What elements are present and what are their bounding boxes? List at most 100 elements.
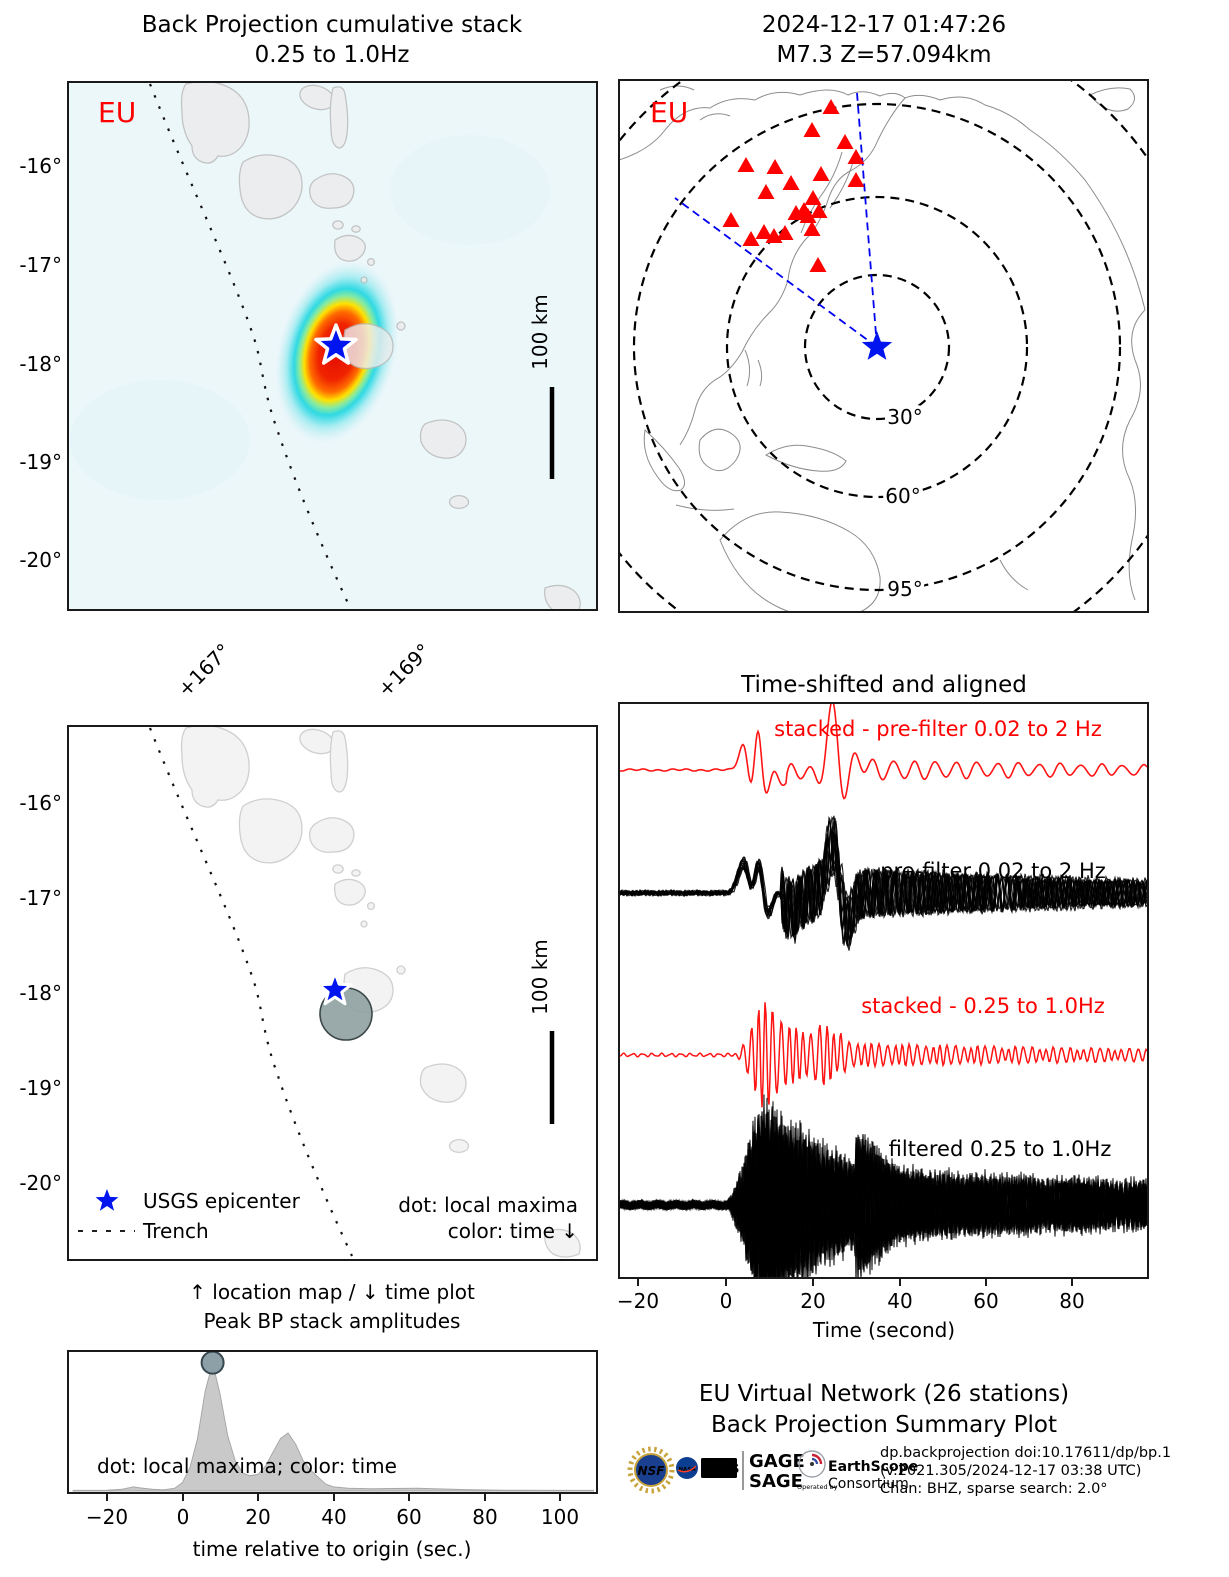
local-maxima-dot <box>200 1352 225 1375</box>
waveform-traces <box>620 704 1147 1277</box>
scale-bar-label: 100 km <box>528 294 552 370</box>
waveform-trace <box>620 704 1147 800</box>
svg-text:NASA: NASA <box>678 1467 696 1473</box>
distance-rings <box>619 80 1148 612</box>
time-tick-label: 60 <box>973 1289 998 1313</box>
lat-tick-label: -18° <box>19 981 62 1005</box>
latitude-tick-labels: -16° -17° -18° -19° -20° <box>19 154 62 572</box>
scale-bar-label: 100 km <box>528 939 552 1015</box>
lat-tick-label: -16° <box>19 791 62 815</box>
time-tick-label: 20 <box>245 1505 270 1529</box>
footer-title-line2: Back Projection Summary Plot <box>711 1412 1057 1438</box>
event-magnitude-depth: M7.3 Z=57.094km <box>777 42 992 68</box>
ring-label-95: 95° <box>887 577 922 601</box>
station-map-panel: 2024-12-17 01:47:26 M7.3 Z=57.094km <box>618 12 1149 613</box>
ring-label-60: 60° <box>885 484 920 508</box>
waveform-panel: Time-shifted and aligned stacked - pre-f… <box>617 672 1149 1342</box>
lat-tick-label: -19° <box>19 450 62 474</box>
time-tick-label: 40 <box>321 1505 346 1529</box>
location-map-panel: 100 km USGS epicenter Trench dot: local … <box>19 725 598 1261</box>
station-triangle-icon <box>804 190 822 205</box>
lat-tick-label: -20° <box>19 548 62 572</box>
label-prefilter: pre-filter 0.02 to 2 Hz <box>880 859 1106 883</box>
station-triangle-icon <box>847 172 865 187</box>
time-tick-label: −20 <box>617 1289 659 1313</box>
amplitude-area <box>72 1362 594 1492</box>
nasa-logo-icon: NASA <box>676 1457 698 1479</box>
gage-logo: GAGE <box>749 1451 805 1472</box>
station-triangle-icon <box>822 99 840 114</box>
time-tick-label: 20 <box>800 1289 825 1313</box>
maxima-note-line2: color: time ↓ <box>448 1219 578 1243</box>
station-triangle-icon <box>812 166 830 181</box>
waveform-trace <box>620 1002 1147 1108</box>
amplitude-curve <box>72 1352 594 1492</box>
consortium-label: Consortium <box>828 1476 909 1492</box>
ring-label-30: 30° <box>887 405 922 429</box>
station-triangle-icon <box>737 157 755 172</box>
amplitude-frame <box>67 1350 598 1494</box>
credit-version: (v.2021.305/2024-12-17 03:38 UTC) <box>880 1463 1141 1479</box>
amplitude-note: dot: local maxima; color: time <box>97 1454 397 1478</box>
waveform-frame <box>618 702 1149 1279</box>
time-tick-label: 100 <box>541 1505 579 1529</box>
background-blotch <box>70 380 250 500</box>
amplitude-axis-ticks: −20 0 20 40 60 80 100 <box>86 1493 579 1529</box>
station-triangle-icon <box>742 231 760 246</box>
station-triangles <box>722 99 865 272</box>
nsf-logo-icon: NSF <box>627 1446 675 1494</box>
time-tick-label: 80 <box>1059 1289 1084 1313</box>
stack-map-panel: Back Projection cumulative stack 0.25 to… <box>19 12 598 702</box>
earthscope-label: EarthScope <box>828 1459 918 1475</box>
epicenter-star-icon <box>314 323 358 365</box>
network-region-label: EU <box>650 96 688 129</box>
waveform-trace <box>620 816 1147 948</box>
station-triangle-icon <box>766 159 784 174</box>
label-stacked-prefilter: stacked - pre-filter 0.02 to 2 Hz <box>774 717 1102 741</box>
svg-text:USGS: USGS <box>703 1462 740 1476</box>
lat-tick-label: -16° <box>19 154 62 178</box>
credit-doi: dp.backprojection doi:10.17611/dp/bp.1 <box>880 1445 1171 1461</box>
station-triangle-icon <box>755 224 773 239</box>
amplitude-title-line1: ↑ location map / ↓ time plot <box>189 1280 475 1304</box>
legend-epicenter-label: USGS epicenter <box>143 1189 301 1213</box>
lat-tick-label: -19° <box>19 1076 62 1100</box>
event-datetime: 2024-12-17 01:47:26 <box>762 12 1006 38</box>
waveform-title: Time-shifted and aligned <box>740 672 1027 698</box>
station-triangle-icon <box>836 134 854 149</box>
lat-tick-label: -17° <box>19 886 62 910</box>
lat-tick-label: -17° <box>19 253 62 277</box>
network-region-label: EU <box>98 96 136 129</box>
station-triangle-icon <box>782 175 800 190</box>
stack-map-frame <box>67 81 598 611</box>
waveform-trace <box>620 835 1147 938</box>
lon-tick-label: +169° <box>373 639 436 702</box>
sage-logo: SAGE <box>749 1471 803 1492</box>
time-tick-label: 0 <box>177 1505 190 1529</box>
station-map-frame <box>618 79 1149 613</box>
islands <box>180 726 581 1258</box>
azimuth-lines <box>674 92 878 348</box>
station-triangle-icon <box>776 225 794 240</box>
time-axis-label: Time (second) <box>812 1318 955 1342</box>
legend-trench-label: Trench <box>142 1219 209 1243</box>
background-blotch <box>390 135 550 245</box>
time-tick-label: 60 <box>396 1505 421 1529</box>
station-triangle-icon <box>722 212 740 227</box>
station-triangle-icon <box>803 221 821 236</box>
epicenter-star-icon <box>317 971 353 1006</box>
legend-epicenter-star-icon <box>95 1189 119 1211</box>
station-triangle-icon <box>787 205 805 220</box>
time-tick-label: 0 <box>720 1289 733 1313</box>
station-triangle-icon <box>809 257 827 272</box>
waveform-trace <box>620 1109 1147 1277</box>
time-tick-label: −20 <box>86 1505 128 1529</box>
location-map-frame <box>67 725 598 1261</box>
label-stacked-filtered: stacked - 0.25 to 1.0Hz <box>861 994 1105 1018</box>
maxima-note-line1: dot: local maxima <box>398 1193 578 1217</box>
station-triangle-icon <box>799 208 817 223</box>
lat-tick-label: -18° <box>19 352 62 376</box>
amplitude-axis-label: time relative to origin (sec.) <box>193 1537 472 1561</box>
